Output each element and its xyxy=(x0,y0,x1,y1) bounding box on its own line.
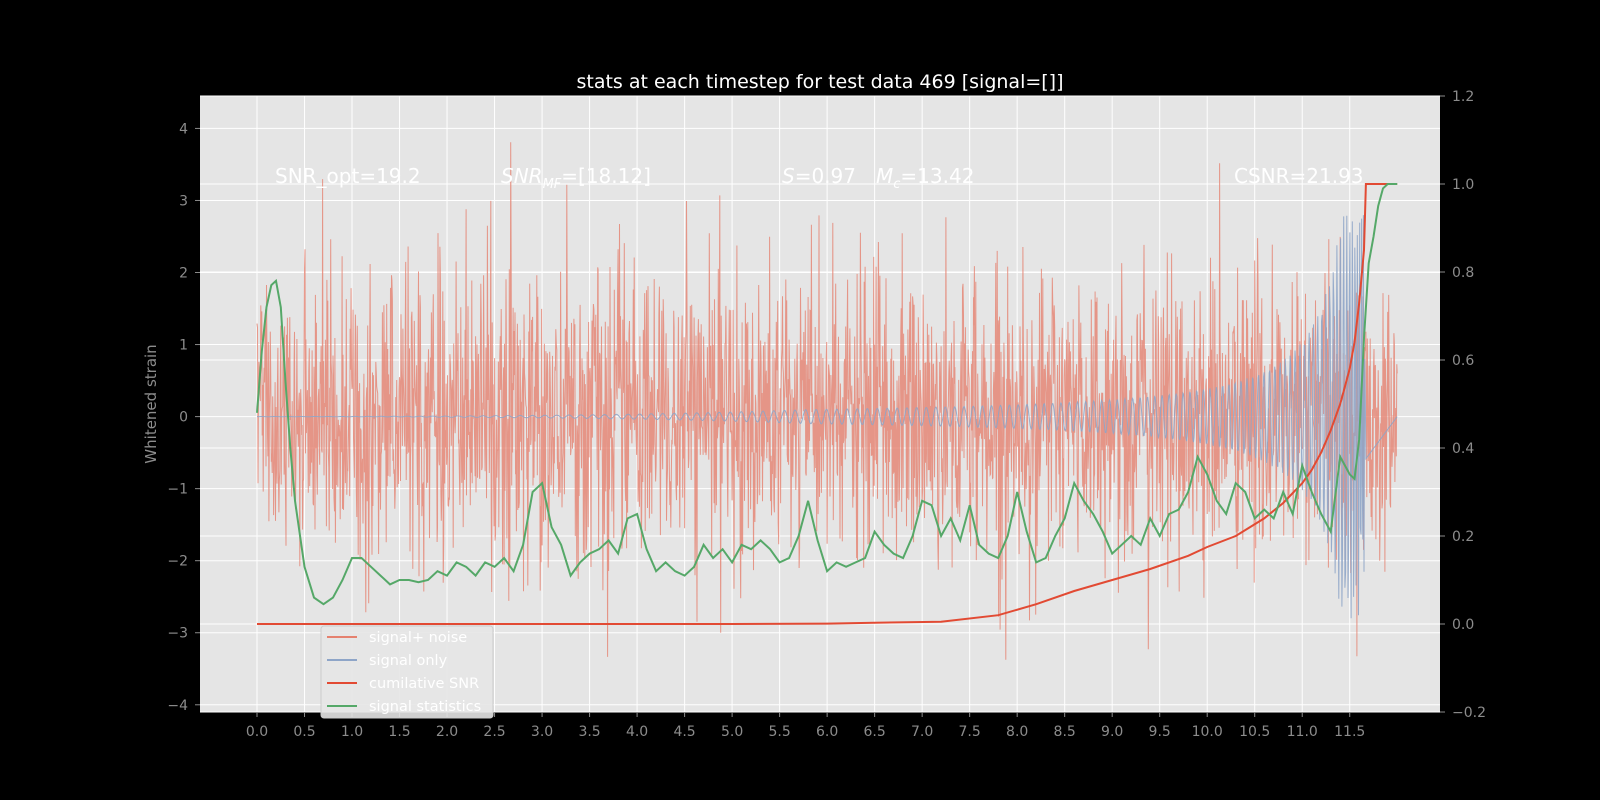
y-axis-ticks: −4 −3 −2 −1 0 1 2 3 4 xyxy=(167,121,200,714)
y2-tick-label-1: 0.0 xyxy=(1452,617,1474,633)
x-tick-label-11: 5.5 xyxy=(768,724,790,740)
annotation-s: S=0.97 xyxy=(782,164,856,188)
y2-tick-label-7: 1.2 xyxy=(1452,89,1474,105)
x-tick-label-19: 9.5 xyxy=(1149,724,1171,740)
annotation-mc-value: =13.42 xyxy=(900,164,974,188)
signal-statistics-line xyxy=(256,183,1398,606)
y2-tick-label-4: 0.6 xyxy=(1452,353,1474,369)
y2-tick-label-6: 1.0 xyxy=(1452,177,1474,193)
signal-only-line xyxy=(257,215,1398,619)
annotation-s-main: S xyxy=(782,164,795,188)
y2-tick-label-5: 0.8 xyxy=(1452,265,1474,281)
x-tick-label-14: 7.0 xyxy=(911,724,933,740)
legend-label-signal-noise: signal+ noise xyxy=(369,630,467,646)
x-tick-label-8: 4.0 xyxy=(626,724,648,740)
legend: signal+ noise signal only cumilative SNR… xyxy=(320,625,494,719)
x-tick-label-3: 1.5 xyxy=(388,724,410,740)
y-tick-label-0: −4 xyxy=(167,698,188,714)
x-tick-label-16: 8.0 xyxy=(1006,724,1028,740)
series-signal-noise xyxy=(256,142,1398,660)
series-cumulative-snr xyxy=(257,183,1398,625)
x-tick-label-21: 10.5 xyxy=(1239,724,1270,740)
plot-area xyxy=(200,96,1440,712)
series-signal-only xyxy=(257,215,1398,619)
signal-noise-line xyxy=(256,142,1398,660)
annotation-mc-sub: c xyxy=(893,177,900,192)
y-tick-label-3: −1 xyxy=(167,482,188,498)
legend-box xyxy=(320,625,494,719)
annotation-csnr: CSNR=21.93 xyxy=(1234,164,1364,188)
y2-axis-ticks: −0.2 0.0 0.2 0.4 0.6 0.8 1.0 1.2 xyxy=(1440,89,1486,721)
y-tick-label-8: 4 xyxy=(179,121,188,137)
annotation-mc-main: M xyxy=(876,164,893,188)
x-axis-ticks: 0.0 0.5 1.0 1.5 2.0 2.5 3.0 3.5 4.0 4.5 5.0 5.5 6.0 6… xyxy=(246,712,1365,740)
x-tick-label-22: 11.0 xyxy=(1287,724,1318,740)
annotation-snr-opt: SNR_opt=19.2 xyxy=(275,164,421,188)
y-axis-label: Whitened strain xyxy=(142,344,160,463)
x-tick-label-0: 0.0 xyxy=(246,724,268,740)
annotation-s-value: =0.97 xyxy=(795,164,856,188)
y-tick-label-2: −2 xyxy=(167,554,188,570)
x-tick-label-23: 11.5 xyxy=(1334,724,1365,740)
x-tick-label-13: 6.5 xyxy=(864,724,886,740)
annotation-snr-mf-sub: MF xyxy=(543,177,562,192)
x-tick-label-7: 3.5 xyxy=(578,724,600,740)
x-tick-label-6: 3.0 xyxy=(531,724,553,740)
chart-title: stats at each timestep for test data 469… xyxy=(576,71,1063,93)
legend-label-cumulative-snr: cumilative SNR xyxy=(369,676,479,692)
x-tick-label-10: 5.0 xyxy=(721,724,743,740)
x-tick-label-12: 6.0 xyxy=(816,724,838,740)
y2-tick-label-2: 0.2 xyxy=(1452,529,1474,545)
x-tick-label-18: 9.0 xyxy=(1101,724,1123,740)
annotation-snr-mf-value: =[18.12] xyxy=(561,164,651,188)
legend-label-signal-only: signal only xyxy=(369,653,448,669)
y-tick-label-5: 1 xyxy=(179,338,188,354)
y-tick-label-1: −3 xyxy=(167,626,188,642)
y-tick-label-7: 3 xyxy=(179,193,188,209)
x-tick-label-1: 0.5 xyxy=(293,724,315,740)
legend-label-signal-statistics: signal statistics xyxy=(369,699,481,715)
x-tick-label-17: 8.5 xyxy=(1054,724,1076,740)
x-tick-label-9: 4.5 xyxy=(673,724,695,740)
annotation-mc: Mc=13.42 xyxy=(876,164,974,192)
series-signal-statistics xyxy=(256,183,1398,606)
y-tick-label-4: 0 xyxy=(179,410,188,426)
y2-tick-label-3: 0.4 xyxy=(1452,441,1474,457)
x-tick-label-15: 7.5 xyxy=(959,724,981,740)
annotation-snr-mf-main: SNR xyxy=(501,164,543,188)
y2-tick-label-0: −0.2 xyxy=(1452,705,1486,721)
x-tick-label-5: 2.5 xyxy=(483,724,505,740)
x-tick-label-2: 1.0 xyxy=(341,724,363,740)
annotation-snr-mf: SNRMF=[18.12] xyxy=(501,164,651,192)
y-tick-label-6: 2 xyxy=(179,266,188,282)
x-tick-label-4: 2.0 xyxy=(436,724,458,740)
x-tick-label-20: 10.0 xyxy=(1192,724,1223,740)
cumulative-snr-line xyxy=(257,183,1398,625)
